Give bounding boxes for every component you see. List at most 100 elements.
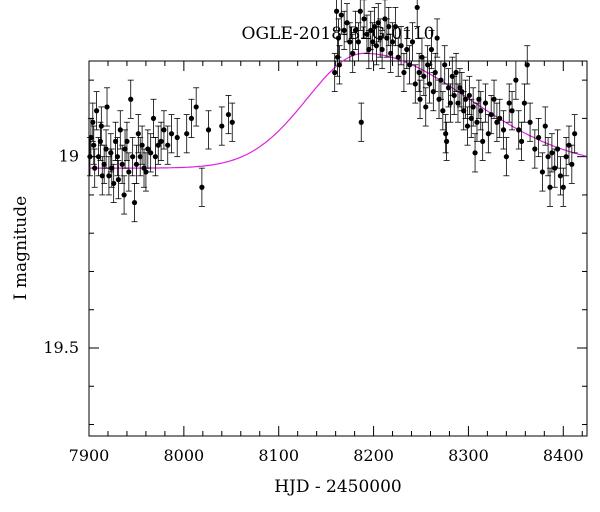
data-marker: [119, 161, 125, 167]
data-marker: [443, 131, 449, 137]
data-marker: [572, 131, 578, 137]
data-marker: [478, 108, 484, 114]
data-marker: [112, 138, 119, 144]
data-marker: [150, 115, 157, 121]
data-point: [524, 45, 531, 85]
data-marker: [122, 146, 128, 152]
data-marker: [188, 115, 195, 121]
x-tick-label: 8400: [543, 446, 584, 465]
data-marker: [480, 138, 486, 144]
data-point: [416, 52, 423, 93]
data-point: [548, 133, 555, 173]
data-point: [115, 160, 122, 200]
data-marker: [417, 96, 423, 102]
data-marker: [539, 169, 546, 175]
data-point: [183, 114, 190, 154]
data-point: [336, 45, 343, 85]
data-point: [539, 152, 546, 192]
data-marker: [90, 119, 96, 125]
data-point: [414, 0, 421, 27]
data-point: [470, 87, 477, 127]
data-point: [417, 79, 424, 119]
data-point: [168, 114, 175, 154]
data-marker: [461, 108, 467, 114]
data-marker: [128, 96, 134, 102]
data-point: [174, 117, 181, 158]
data-marker: [352, 27, 359, 33]
data-point: [205, 110, 212, 150]
data-points: [86, 0, 578, 223]
data-marker: [126, 169, 132, 175]
data-marker: [145, 146, 151, 152]
data-point: [500, 110, 507, 150]
data-marker: [472, 150, 478, 156]
data-marker: [451, 92, 457, 99]
data-point: [188, 98, 195, 138]
data-marker: [130, 154, 136, 160]
data-marker: [401, 69, 407, 76]
data-point: [557, 156, 564, 196]
data-point: [158, 121, 165, 161]
x-axis-label: HJD - 2450000: [274, 477, 402, 497]
data-marker: [199, 184, 205, 190]
data-marker: [542, 123, 548, 129]
data-marker: [155, 142, 161, 148]
data-point: [341, 10, 348, 50]
data-marker: [92, 165, 98, 171]
data-marker: [516, 127, 522, 133]
data-marker: [494, 119, 500, 125]
data-marker: [432, 69, 438, 76]
data-point: [535, 117, 542, 158]
data-point: [442, 114, 449, 154]
data-point: [403, 29, 410, 70]
data-point: [509, 91, 516, 131]
data-marker: [229, 119, 235, 125]
data-marker: [364, 31, 370, 37]
data-marker: [143, 169, 149, 175]
data-point: [445, 68, 452, 108]
data-marker: [416, 69, 422, 76]
data-point: [357, 0, 364, 31]
data-marker: [503, 154, 509, 160]
data-marker: [161, 127, 167, 133]
data-marker: [97, 138, 103, 144]
data-marker: [506, 100, 512, 106]
data-point: [375, 3, 382, 43]
data-marker: [409, 39, 416, 45]
data-marker: [497, 115, 503, 121]
data-marker: [93, 108, 100, 114]
data-marker: [347, 39, 353, 45]
data-marker: [426, 81, 433, 87]
data-point: [383, 18, 390, 58]
x-tick-label: 8000: [163, 446, 204, 465]
data-marker: [557, 173, 564, 179]
data-marker: [563, 154, 569, 160]
data-point: [451, 75, 458, 115]
data-point: [119, 144, 126, 184]
data-marker: [219, 123, 225, 129]
x-tick-label: 7900: [69, 446, 110, 465]
data-point: [352, 10, 359, 50]
data-marker: [488, 111, 494, 118]
data-marker: [124, 138, 130, 144]
data-marker: [549, 150, 555, 156]
data-marker: [335, 35, 342, 41]
data-point: [144, 129, 151, 169]
data-point: [527, 102, 534, 142]
data-point: [554, 129, 561, 169]
data-point: [571, 114, 578, 154]
data-marker: [428, 46, 435, 53]
data-marker: [205, 127, 212, 133]
y-axis-label: I magnitude: [11, 196, 31, 300]
data-point: [479, 121, 486, 161]
data-point: [568, 144, 575, 184]
data-point: [441, 45, 448, 85]
data-marker: [491, 96, 497, 102]
data-marker: [135, 131, 141, 137]
data-marker: [338, 12, 344, 18]
x-tick-label: 8100: [258, 446, 299, 465]
data-point: [108, 148, 115, 188]
data-marker: [373, 43, 380, 49]
data-point: [434, 18, 441, 58]
